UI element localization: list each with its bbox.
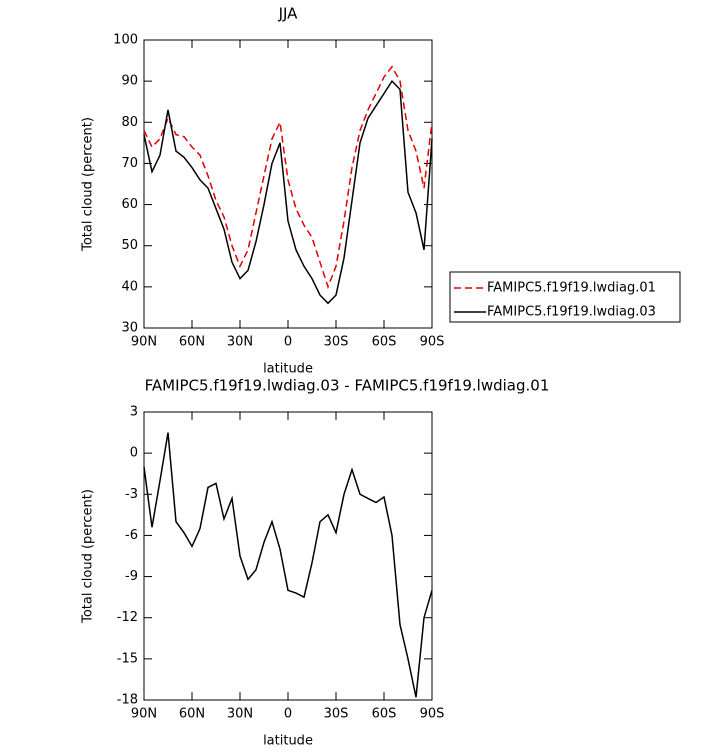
y-tick-label: 60	[121, 197, 138, 212]
legend-box	[449, 271, 681, 323]
y-tick-label: 3	[130, 405, 138, 420]
x-tick-label: 60N	[179, 335, 205, 350]
legend-label: FAMIPC5.f19f19.lwdiag.03	[487, 305, 656, 320]
y-tick-label: 100	[113, 33, 138, 48]
chart-title: JJA	[278, 5, 299, 23]
y-axis-label: Total cloud (percent)	[81, 489, 96, 624]
x-tick-label: 90N	[131, 707, 157, 722]
y-tick-label: 90	[121, 74, 138, 89]
data-line	[143, 79, 433, 305]
x-tick-label: 90S	[420, 335, 445, 350]
y-tick-label: 70	[121, 156, 138, 171]
x-tick-label: 30S	[324, 335, 349, 350]
x-tick-label: 0	[284, 335, 292, 350]
chart-title: FAMIPC5.f19f19.lwdiag.03 - FAMIPC5.f19f1…	[145, 377, 550, 395]
y-tick-label: -3	[125, 487, 138, 502]
x-tick-label: 60S	[372, 707, 397, 722]
data-line	[143, 432, 433, 698]
x-tick-label: 60S	[372, 335, 397, 350]
x-tick-label: 0	[284, 707, 292, 722]
y-tick-label: 50	[121, 238, 138, 253]
y-tick-label: -18	[117, 693, 138, 708]
y-tick-label: -9	[125, 569, 138, 584]
x-tick-label: 90S	[420, 707, 445, 722]
y-tick-label: -6	[125, 528, 138, 543]
x-tick-label: 30N	[227, 335, 253, 350]
legend-label: FAMIPC5.f19f19.lwdiag.01	[487, 281, 656, 296]
y-tick-label: -15	[117, 651, 138, 666]
x-tick-label: 90N	[131, 335, 157, 350]
x-tick-label: 30N	[227, 707, 253, 722]
data-line	[143, 65, 433, 290]
x-tick-label: 30S	[324, 707, 349, 722]
x-axis-label: latitude	[263, 362, 313, 377]
y-axis-label: Total cloud (percent)	[81, 117, 96, 252]
y-tick-label: 40	[121, 279, 138, 294]
x-tick-label: 60N	[179, 707, 205, 722]
plot-frame	[143, 39, 433, 329]
plot-frame	[143, 411, 433, 701]
y-tick-label: 0	[130, 446, 138, 461]
y-tick-label: -12	[117, 610, 138, 625]
y-tick-label: 80	[121, 115, 138, 130]
y-tick-label: 30	[121, 321, 138, 336]
x-axis-label: latitude	[263, 734, 313, 749]
